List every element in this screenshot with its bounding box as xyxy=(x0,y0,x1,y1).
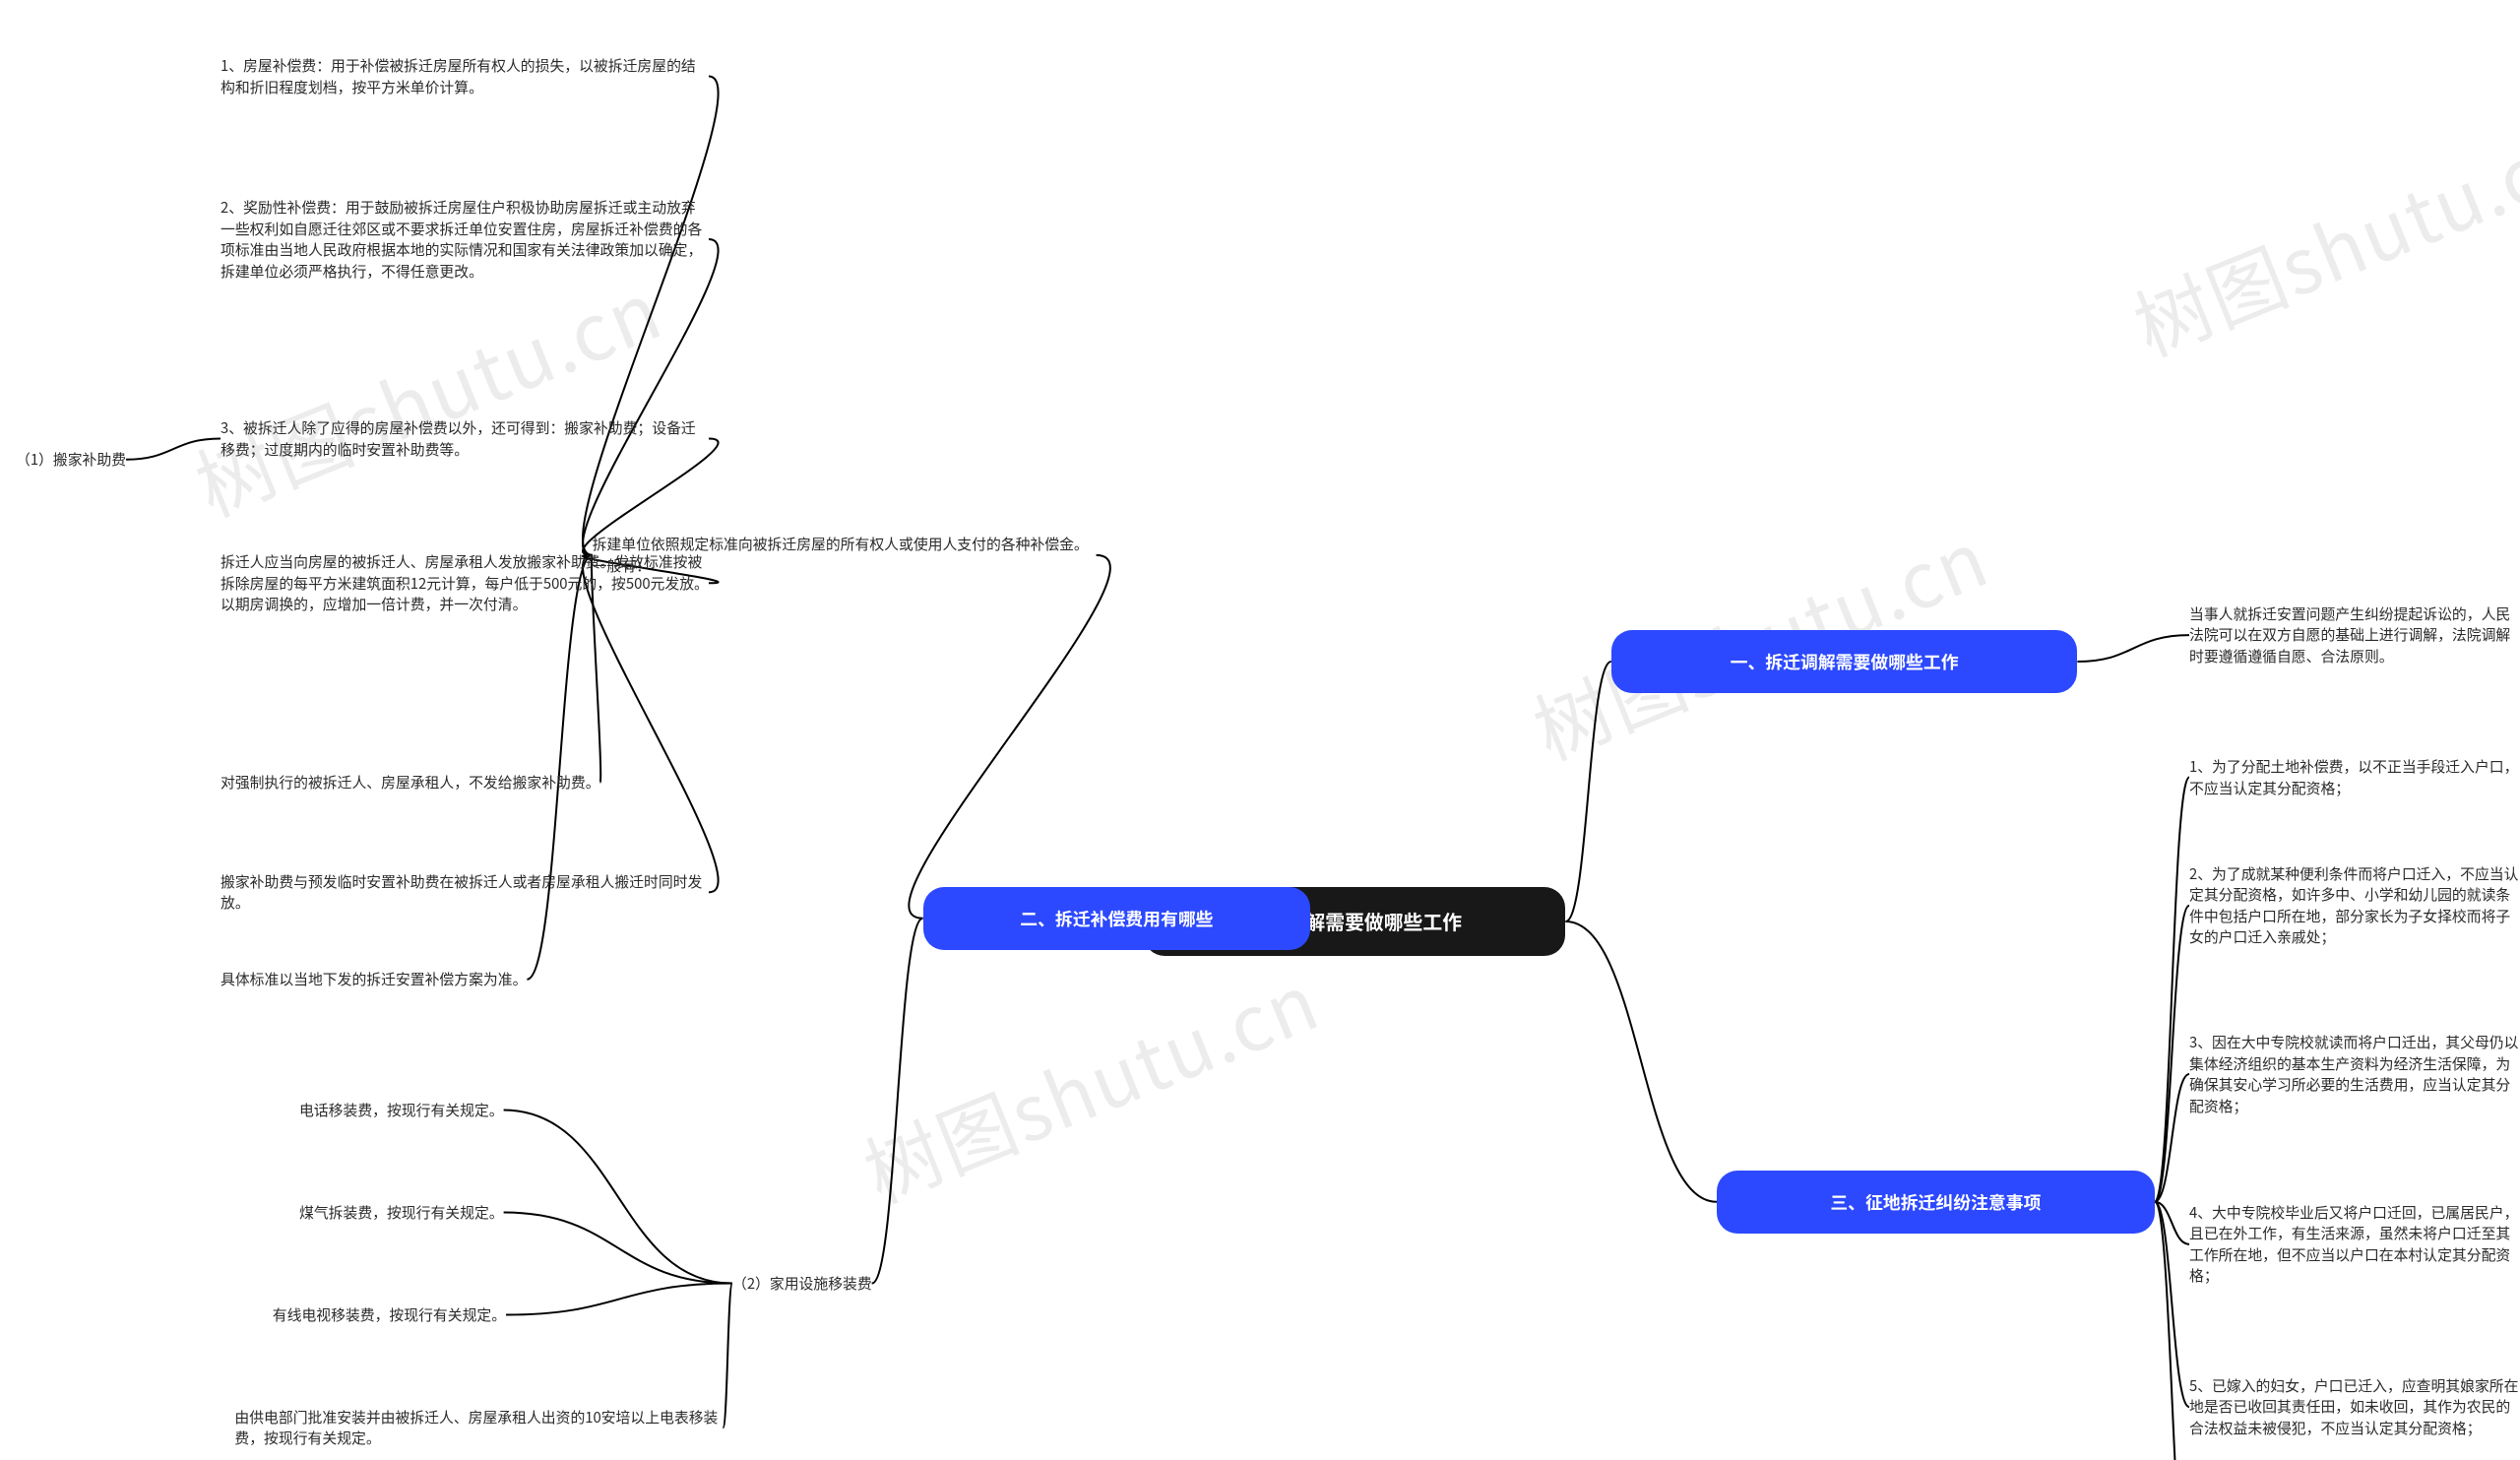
leaf-s1-6: 搬家补助费与预发临时安置补助费在被拆迁人或者房屋承租人搬迁时同时发放。 xyxy=(220,871,709,914)
connector xyxy=(583,77,719,555)
connector xyxy=(2155,1202,2189,1407)
connector xyxy=(126,439,220,460)
leaf-s2-1: 电话移装费，按现行有关规定。 xyxy=(299,1100,504,1121)
leaf-b3-1: 1、为了分配土地补偿费，以不正当手段迁入户口，不应当认定其分配资格； xyxy=(2189,756,2520,798)
connector xyxy=(872,919,923,1284)
connector xyxy=(2155,778,2189,1202)
connector xyxy=(1565,921,1717,1202)
leaf-s1-1: 1、房屋补偿费：用于补偿被拆迁房屋所有权人的损失，以被拆迁房屋的结构和折旧程度划… xyxy=(220,55,709,97)
branch-dispute-notes[interactable]: 三、征地拆迁纠纷注意事项 xyxy=(1717,1171,2155,1234)
leaf-b3-2: 2、为了成就某种便利条件而将户口迁入，不应当认定其分配资格，如许多中、小学和幼儿… xyxy=(2189,863,2520,948)
branch-compensation-fees[interactable]: 二、拆迁补偿费用有哪些 xyxy=(923,887,1311,950)
leaf-s1-2: 2、奖励性补偿费：用于鼓励被拆迁房屋住户积极协助房屋拆迁或主动放弃一些权利如自愿… xyxy=(220,197,709,282)
connector xyxy=(2155,1202,2189,1244)
leaf-s1-3: 3、被拆迁人除了应得的房屋补偿费以外，还可得到：搬家补助费；设备迁移费；过度期内… xyxy=(220,417,709,460)
leaf-s2-2: 煤气拆装费，按现行有关规定。 xyxy=(299,1202,504,1224)
watermark: 树图shutu.cn xyxy=(177,249,676,540)
leaf-b3-3: 3、因在大中专院校就读而将户口迁出，其父母仍以集体经济组织的基本生产资料为经济生… xyxy=(2189,1032,2520,1116)
connector xyxy=(2155,1202,2189,1460)
leaf-b3-5: 5、已嫁入的妇女，户口已迁入，应查明其娘家所在地是否已收回其责任田，如未收回，其… xyxy=(2189,1375,2520,1439)
connector xyxy=(2155,1074,2189,1202)
leaf-facility-relocation-title: （2）家用设施移装费 xyxy=(732,1273,872,1295)
leaf-s1-4: 拆迁人应当向房屋的被拆迁人、房屋承租人发放搬家补助费。发放标准按被拆除房屋的每平… xyxy=(220,551,709,615)
connector xyxy=(504,1213,732,1284)
connector xyxy=(2077,635,2189,662)
watermark: 树图shutu.cn xyxy=(847,942,1333,1225)
connector xyxy=(527,555,592,980)
leaf-moving-subsidy-title: （1）搬家补助费 xyxy=(16,449,126,471)
branch-mediation-tasks[interactable]: 一、拆迁调解需要做哪些工作 xyxy=(1611,630,2078,693)
leaf-s1-7: 具体标准以当地下发的拆迁安置补偿方案为准。 xyxy=(220,969,527,990)
connector xyxy=(909,555,1109,919)
connector xyxy=(506,1284,732,1315)
watermark: 树图shutu.cn xyxy=(2116,95,2520,378)
leaf-b3-4: 4、大中专院校毕业后又将户口迁回，已属居民户，且已在外工作，有生活来源，虽然未将… xyxy=(2189,1202,2520,1287)
leaf-mediation-desc: 当事人就拆迁安置问题产生纠纷提起诉讼的，人民法院可以在双方自愿的基础上进行调解，… xyxy=(2189,603,2520,667)
connector xyxy=(1565,662,1610,921)
leaf-s1-5: 对强制执行的被拆迁人、房屋承租人，不发给搬家补助费。 xyxy=(220,772,600,793)
connector xyxy=(504,1111,732,1284)
leaf-s2-3: 有线电视移装费，按现行有关规定。 xyxy=(273,1304,506,1326)
connector xyxy=(583,239,719,555)
leaf-s2-4: 由供电部门批准安装并由被拆迁人、房屋承租人出资的10安培以上电表移装费，按现行有… xyxy=(234,1407,723,1449)
connector xyxy=(2155,906,2189,1202)
connector xyxy=(723,1284,732,1428)
